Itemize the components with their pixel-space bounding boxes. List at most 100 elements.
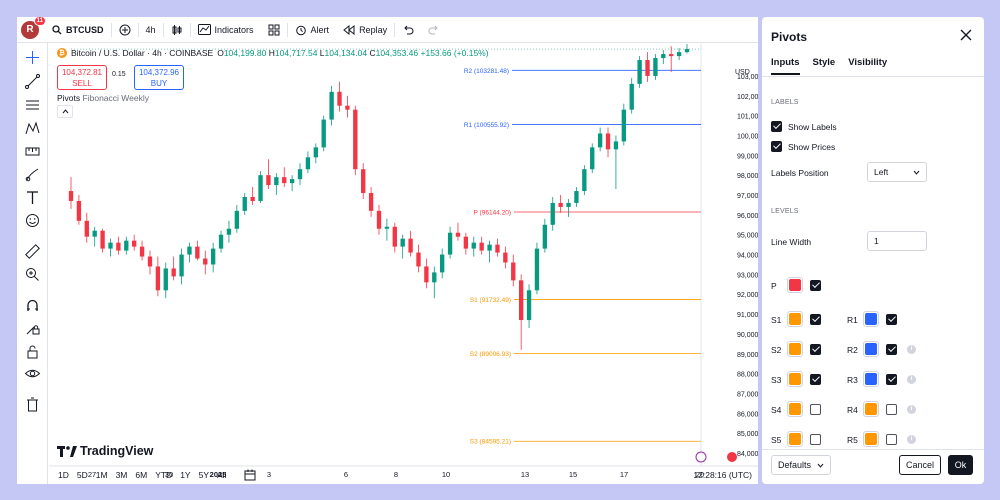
range-1y[interactable]: 1Y: [180, 470, 191, 480]
emoji-icon[interactable]: [24, 212, 41, 229]
info-icon[interactable]: i: [907, 345, 916, 354]
zoom-in-icon[interactable]: [24, 266, 41, 283]
level-s1-checkbox[interactable]: [810, 314, 821, 325]
info-icon[interactable]: i: [907, 435, 916, 444]
indicator-legend[interactable]: Pivots Fibonacci Weekly: [57, 93, 149, 103]
range-1m[interactable]: 1M: [95, 470, 108, 480]
ok-button[interactable]: Ok: [948, 455, 973, 475]
candle-body: [68, 191, 74, 201]
replay-button[interactable]: Replay: [336, 17, 394, 43]
lock-icon[interactable]: [24, 343, 41, 360]
info-icon[interactable]: i: [907, 405, 916, 414]
time-tick-label: 13: [521, 470, 529, 479]
labels-position-select[interactable]: Left: [867, 162, 927, 182]
pivot-label: S2 (89006.93): [470, 351, 511, 358]
level-s1-label: S1: [771, 315, 782, 325]
show-labels-checkbox[interactable]: [771, 121, 782, 132]
trash-icon[interactable]: [24, 396, 41, 413]
eye-icon[interactable]: [24, 365, 41, 382]
level-s5-color-swatch[interactable]: [787, 431, 803, 447]
time-tick-label: 20: [696, 470, 704, 479]
symbol-search-button[interactable]: BTCUSD: [45, 17, 111, 43]
candle-body: [242, 196, 247, 211]
candle-body: [590, 147, 595, 170]
calendar-icon[interactable]: [244, 469, 256, 481]
user-avatar[interactable]: R 11: [21, 17, 46, 39]
candle-body: [400, 238, 405, 247]
alert-button[interactable]: Alert: [288, 17, 337, 43]
candle-body: [250, 196, 255, 201]
defaults-dropdown[interactable]: Defaults: [771, 455, 831, 475]
trend-line-icon[interactable]: [24, 73, 41, 90]
show-prices-checkbox[interactable]: [771, 141, 782, 152]
buy-button[interactable]: 104,372.96 BUY: [134, 65, 184, 90]
layouts-button[interactable]: [261, 17, 287, 43]
level-r1-checkbox[interactable]: [886, 314, 897, 325]
price-tick-label: 85,000.00: [737, 431, 758, 438]
level-p-checkbox[interactable]: [810, 280, 821, 291]
swatch-fill: [865, 403, 877, 415]
level-s3-color-swatch[interactable]: [787, 371, 803, 387]
clock-display[interactable]: 12:28:16 (UTC): [693, 470, 752, 480]
horizontal-lines-icon[interactable]: [24, 96, 41, 113]
levels-section-heading: LEVELS: [771, 208, 799, 215]
redo-button[interactable]: [421, 17, 447, 43]
show-labels-row[interactable]: Show Labels: [771, 121, 837, 132]
tab-inputs[interactable]: Inputs: [771, 57, 800, 75]
candle-body: [582, 169, 587, 192]
level-r2-color-swatch[interactable]: [863, 341, 879, 357]
cancel-button[interactable]: Cancel: [899, 455, 941, 475]
text-icon[interactable]: [24, 189, 41, 206]
magnet-icon[interactable]: [24, 297, 41, 314]
level-r5-checkbox[interactable]: [886, 434, 897, 445]
level-s2-checkbox[interactable]: [810, 344, 821, 355]
range-5d[interactable]: 5D: [76, 470, 88, 480]
collapse-legend-button[interactable]: [57, 105, 73, 118]
range-all[interactable]: All: [217, 470, 227, 480]
sell-button[interactable]: 104,372.81 SELL: [57, 65, 107, 90]
level-p-color-swatch[interactable]: [787, 277, 803, 293]
level-r2-checkbox[interactable]: [886, 344, 897, 355]
tab-style[interactable]: Style: [812, 57, 836, 68]
level-r4-checkbox[interactable]: [886, 404, 897, 415]
range-5y[interactable]: 5Y: [198, 470, 209, 480]
level-r4-color-swatch[interactable]: [863, 401, 879, 417]
pattern-icon[interactable]: [24, 120, 41, 137]
crosshair-icon[interactable]: [24, 49, 41, 66]
chart-type-button[interactable]: [164, 17, 190, 43]
info-icon[interactable]: i: [907, 375, 916, 384]
candle-body: [408, 238, 413, 253]
level-s5-checkbox[interactable]: [810, 434, 821, 445]
line-width-input[interactable]: 1: [867, 231, 927, 251]
price-tick-label: 93,000.00: [737, 272, 758, 279]
pivot-label: S1 (91732.49): [470, 297, 511, 304]
level-r3-label: R3: [847, 375, 858, 385]
level-s2-color-swatch[interactable]: [787, 341, 803, 357]
indicators-button[interactable]: Indicators: [191, 17, 261, 43]
measure-icon[interactable]: [24, 143, 41, 160]
ruler-icon[interactable]: [24, 243, 41, 260]
range-3m[interactable]: 3M: [115, 470, 128, 480]
tab-visibility[interactable]: Visibility: [848, 57, 888, 68]
range-6m[interactable]: 6M: [135, 470, 148, 480]
range-1d[interactable]: 1D: [58, 470, 69, 480]
close-icon[interactable]: [960, 29, 972, 41]
level-s1-color-swatch[interactable]: [787, 311, 803, 327]
interval-button[interactable]: 4h: [145, 24, 156, 35]
level-r3-checkbox[interactable]: [886, 374, 897, 385]
brush-icon[interactable]: [24, 166, 41, 183]
range-ytd[interactable]: YTD: [155, 470, 173, 480]
compare-button[interactable]: [112, 17, 138, 43]
undo-button[interactable]: [395, 17, 421, 43]
level-s4-checkbox[interactable]: [810, 404, 821, 415]
level-r3-color-swatch[interactable]: [863, 371, 879, 387]
level-r5-color-swatch[interactable]: [863, 431, 879, 447]
bitcoin-icon: ₿: [57, 48, 67, 58]
level-r1-color-swatch[interactable]: [863, 311, 879, 327]
show-prices-row[interactable]: Show Prices: [771, 141, 835, 152]
lock-drawing-icon[interactable]: [24, 320, 41, 337]
level-s3-checkbox[interactable]: [810, 374, 821, 385]
level-s4-color-swatch[interactable]: [787, 401, 803, 417]
